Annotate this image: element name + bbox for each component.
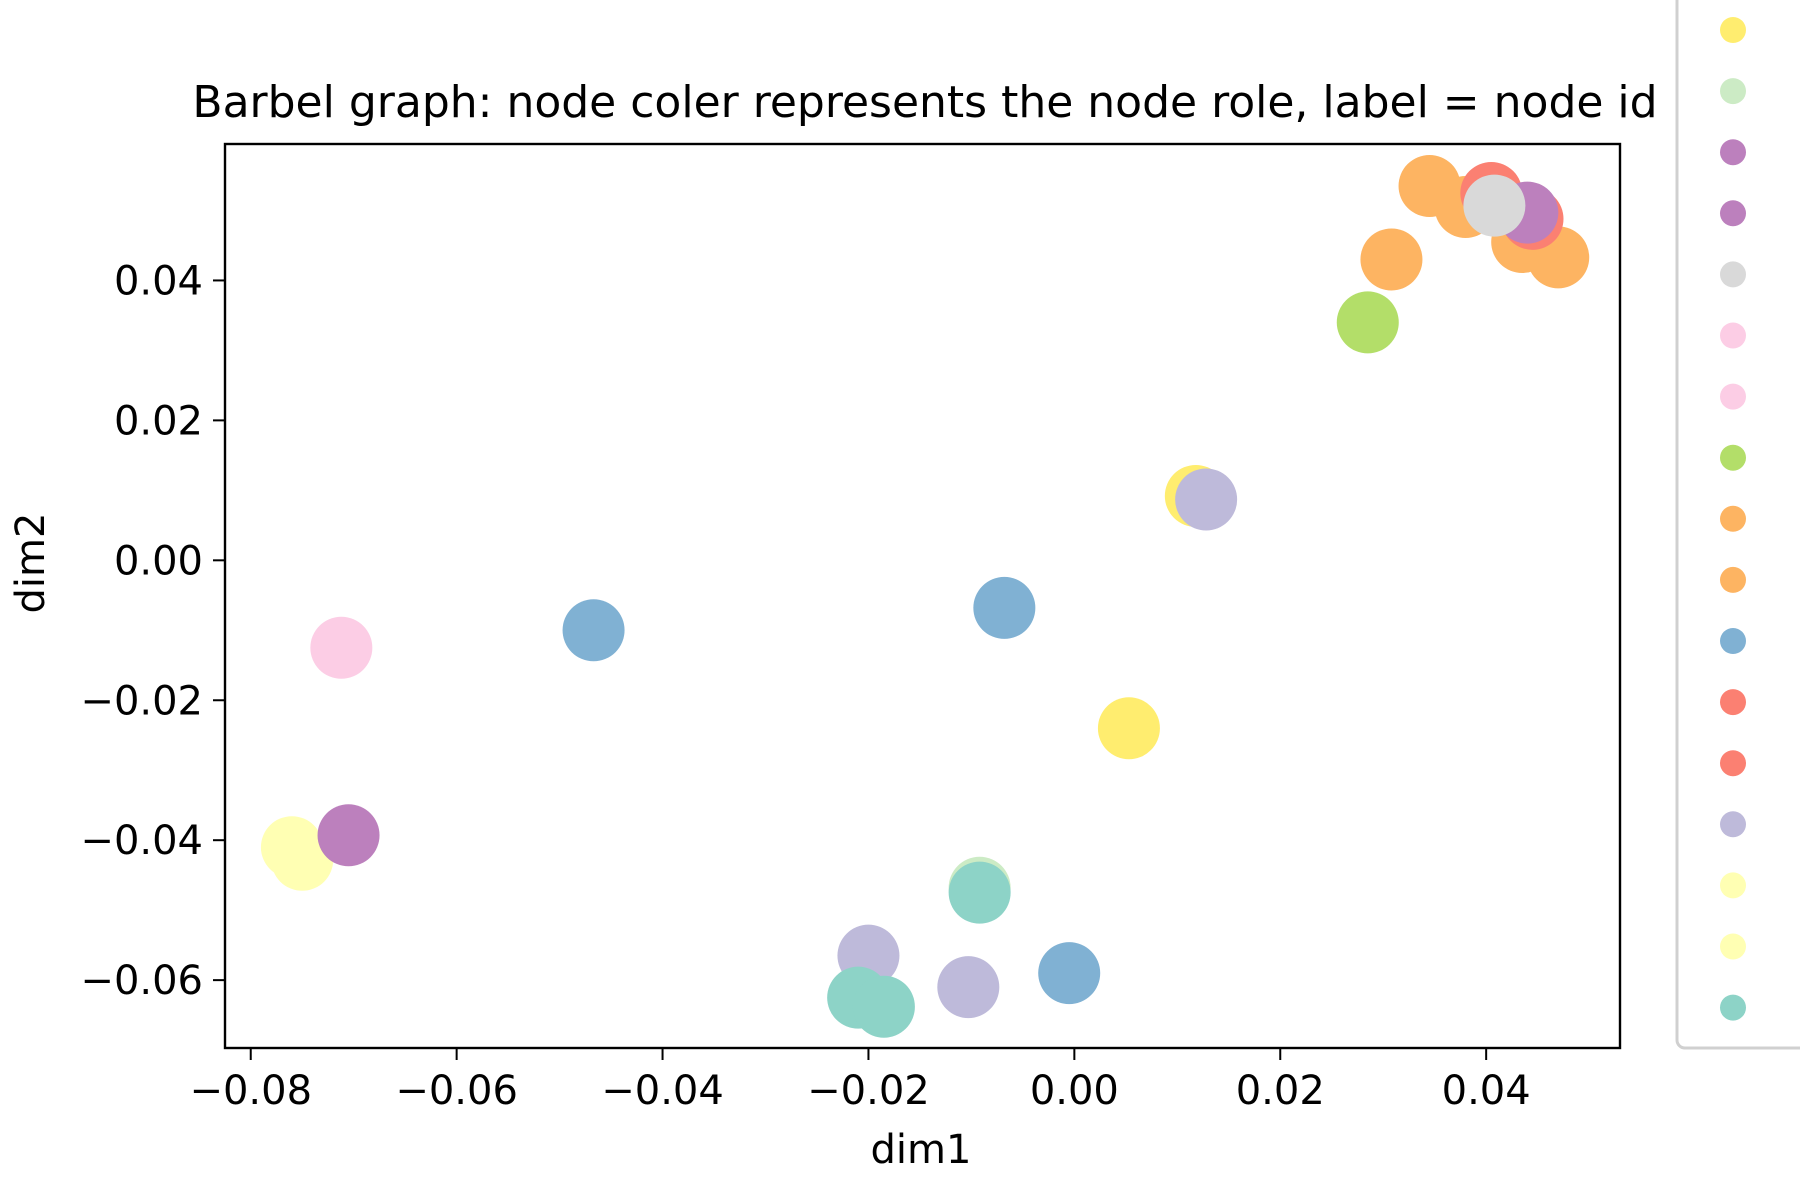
legend-marker-16 [1720,994,1746,1021]
legend-marker-1 [1720,78,1746,105]
data-point-12 [973,576,1036,639]
plot-area-frame [223,142,1622,1050]
y-tick-label: −0.06 [80,958,203,1004]
x-axis-label: dim1 [871,1127,972,1173]
data-point-24 [937,956,1000,1019]
legend-marker-11 [1720,689,1746,716]
data-point-9 [1336,291,1399,354]
legend-marker-7 [1720,444,1746,471]
legend-marker-5 [1720,322,1746,349]
data-point-15 [1097,697,1160,760]
legend-marker-15 [1720,933,1746,960]
axis-ticks: −0.08 −0.06 −0.04 −0.02 0.00 0.02 0.04 −0.06 −0.… [80,258,1530,1114]
x-tick-label: 0.02 [1236,1068,1325,1114]
y-tick-label: 0.02 [114,398,203,444]
legend-marker-9 [1720,566,1746,593]
x-tick-label: 0.00 [1030,1068,1119,1114]
data-point-14 [310,616,373,679]
x-tick-label: 0.04 [1442,1068,1531,1114]
data-point-11 [1175,468,1238,531]
data-point-17 [271,828,334,891]
y-tick-label: −0.04 [80,818,203,864]
legend-marker-12 [1720,750,1746,777]
legend-marker-3 [1720,200,1746,227]
legend-marker-4 [1720,261,1746,288]
data-point-25 [1038,942,1101,1005]
data-point-20 [948,861,1011,924]
y-tick-label: −0.02 [80,678,203,724]
data-point-8 [1360,228,1423,291]
x-tick-label: −0.04 [601,1068,724,1114]
data-point-18 [317,804,380,867]
data-point-13 [562,599,625,662]
y-axis-label: dim2 [8,513,54,614]
x-tick-label: −0.02 [807,1068,930,1114]
y-tick-label: 0.00 [114,538,203,584]
legend-marker-8 [1720,505,1746,532]
legend-marker-6 [1720,383,1746,410]
y-tick-label: 0.04 [114,258,203,304]
legend-marker-13 [1720,811,1746,838]
x-tick-label: −0.06 [395,1068,518,1114]
data-point-23 [852,975,915,1038]
legend-marker-2 [1720,139,1746,166]
legend [1675,0,1800,1050]
legend-marker-14 [1720,872,1746,899]
legend-marker-0 [1720,17,1746,43]
chart-title: Barbel graph: node coler represents the … [192,77,1657,128]
data-points [260,154,1590,1038]
x-tick-label: −0.08 [189,1068,312,1114]
data-point-7 [1463,174,1526,237]
legend-marker-10 [1720,628,1746,654]
